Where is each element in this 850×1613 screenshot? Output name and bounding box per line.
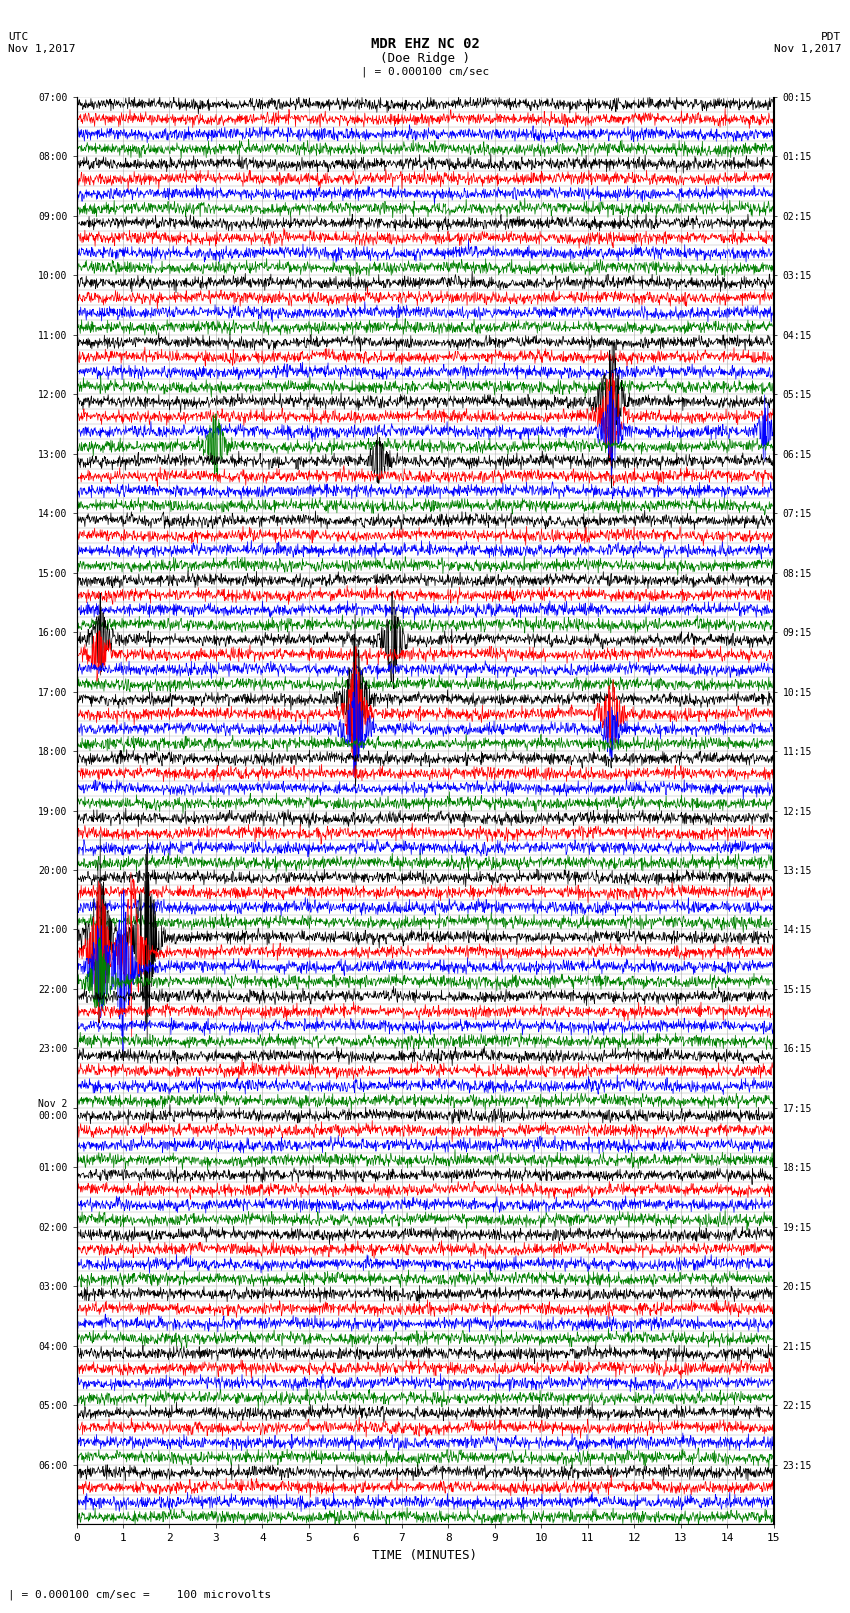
Text: | = 0.000100 cm/sec: | = 0.000100 cm/sec	[361, 66, 489, 77]
Text: | = 0.000100 cm/sec =    100 microvolts: | = 0.000100 cm/sec = 100 microvolts	[8, 1589, 272, 1600]
Text: UTC
Nov 1,2017: UTC Nov 1,2017	[8, 32, 76, 53]
Text: PDT
Nov 1,2017: PDT Nov 1,2017	[774, 32, 842, 53]
X-axis label: TIME (MINUTES): TIME (MINUTES)	[372, 1548, 478, 1561]
Text: MDR EHZ NC 02: MDR EHZ NC 02	[371, 37, 479, 52]
Text: (Doe Ridge ): (Doe Ridge )	[380, 52, 470, 65]
